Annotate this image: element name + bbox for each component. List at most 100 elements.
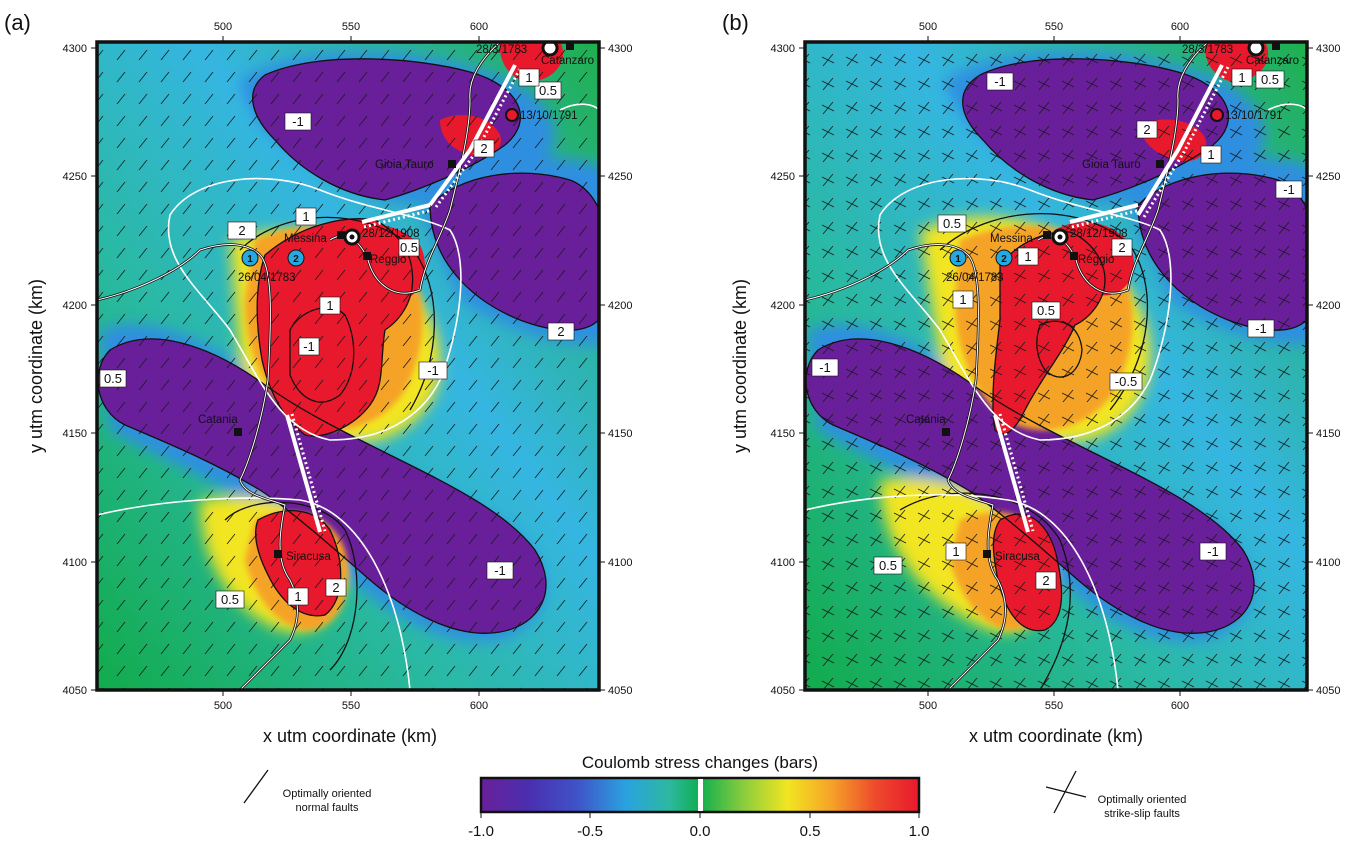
y-tick-left: 4200 [771, 300, 795, 312]
x-axis-title-a: x utm coordinate (km) [263, 726, 437, 746]
place-catania-a: Catania [198, 414, 238, 426]
contour-label: 2 [1035, 571, 1057, 590]
y-tick-left: 4250 [771, 171, 795, 183]
place-gioia-a: Gioia Tauro [375, 159, 434, 171]
svg-text:1: 1 [1207, 147, 1214, 162]
marker-2-label-b: 2 [1001, 254, 1007, 265]
contour-label: 0.5 [1031, 301, 1061, 320]
contour-label: 0.5 [873, 556, 903, 575]
y-tick-left: 4050 [771, 685, 795, 697]
svg-text:2: 2 [1118, 240, 1125, 255]
svg-text:-1: -1 [427, 363, 439, 378]
contour-label: 1 [952, 290, 974, 309]
contour-label: 1 [518, 68, 540, 87]
svg-text:2: 2 [557, 324, 564, 339]
place-siracusa-a: Siracusa [286, 551, 331, 563]
contour-label: 0.5 [99, 369, 127, 388]
svg-text:1: 1 [302, 209, 309, 224]
legend-normal-line1: Optimally oriented [283, 788, 372, 800]
y-tick-right: 4300 [608, 43, 632, 55]
contour-labels-b: -1 1 0.5 2 1 -1 0.5 1 1 2 0.5 -0.5 -1 -1… [811, 68, 1303, 590]
marker-2-b [995, 249, 1013, 267]
x-tick-bottom: 600 [1171, 700, 1189, 712]
place-reggio-b: Reggio [1078, 254, 1114, 266]
y-tick-right: 4100 [1316, 557, 1340, 569]
contour-label: 1 [319, 296, 341, 315]
y-tick-left: 4100 [63, 557, 87, 569]
contour-label: -0.5 [1109, 372, 1143, 391]
colorbar-tick: 1.0 [909, 823, 930, 840]
contour-label: 1 [287, 587, 309, 606]
x-tick-bottom: 600 [470, 700, 488, 712]
y-tick-left: 4150 [771, 428, 795, 440]
legend-normal-line2: normal faults [296, 802, 359, 814]
place-catanzaro-b: Catanzaro [1246, 55, 1299, 67]
y-axis-title-a: y utm coordinate (km) [26, 279, 46, 453]
place-messina-a: Messina [284, 233, 327, 245]
place-catania-b: Catania [906, 414, 946, 426]
marker-1-a [241, 249, 259, 267]
colorbar-tick: 0.0 [690, 823, 711, 840]
contour-label: 2 [1111, 238, 1133, 257]
svg-text:-1: -1 [1255, 321, 1267, 336]
contour-label: 1 [1200, 145, 1222, 164]
contour-label: 0.5 [215, 590, 245, 609]
x-tick-bottom: 500 [214, 700, 232, 712]
panel-letter-b: (b) [722, 10, 749, 35]
contour-label: 0.5 [534, 81, 562, 100]
contour-label: -1 [811, 358, 839, 377]
svg-text:-1: -1 [292, 114, 304, 129]
y-tick-right: 4200 [608, 300, 632, 312]
svg-text:-1: -1 [303, 339, 315, 354]
svg-text:0.5: 0.5 [879, 558, 897, 573]
x-tick-top: 500 [214, 21, 232, 33]
svg-text:2: 2 [480, 141, 487, 156]
colorbar-tick: 0.5 [800, 823, 821, 840]
legend-normal-faults: Optimally oriented normal faults [243, 769, 372, 814]
strike-slip-fault-icon [1045, 770, 1087, 814]
place-messina-b: Messina [990, 233, 1033, 245]
marker-2-a [287, 249, 305, 267]
colorbar: Coulomb stress changes (bars) -1.0 -0.5 … [468, 753, 929, 840]
contour-label: 2 [547, 322, 575, 341]
contour-label: 1 [945, 542, 967, 561]
svg-text:-1: -1 [819, 360, 831, 375]
date-1783b-b: 26/04/1783 [946, 272, 1004, 284]
colorbar-tick: -0.5 [577, 823, 603, 840]
date-1783a-b: 28/3/1783 [1182, 44, 1233, 56]
x-tick-top: 600 [1171, 21, 1189, 33]
contour-label: -1 [486, 561, 514, 580]
y-tick-left: 4200 [63, 300, 87, 312]
x-axis-title-b: x utm coordinate (km) [969, 726, 1143, 746]
date-1908-b: 28/12/1908 [1070, 228, 1128, 240]
y-tick-left: 4050 [63, 685, 87, 697]
y-tick-right: 4150 [1316, 428, 1340, 440]
date-1791-a: 13/10/1791 [520, 110, 578, 122]
svg-text:1: 1 [326, 298, 333, 313]
svg-text:0.5: 0.5 [1037, 303, 1055, 318]
y-tick-left: 4150 [63, 428, 87, 440]
colorbar-title: Coulomb stress changes (bars) [582, 753, 818, 772]
contour-label: 1 [295, 207, 317, 226]
x-tick-bottom: 500 [919, 700, 937, 712]
y-tick-right: 4300 [1316, 43, 1340, 55]
contour-label: -1 [418, 361, 448, 380]
svg-text:1: 1 [525, 70, 532, 85]
svg-text:-0.5: -0.5 [1115, 374, 1137, 389]
x-tick-top: 550 [1045, 21, 1063, 33]
contour-label: -1 [298, 337, 320, 356]
y-tick-right: 4050 [608, 685, 632, 697]
x-tick-bottom: 550 [1045, 700, 1063, 712]
contour-label: 2 [1136, 120, 1158, 139]
y-axis-title-b: y utm coordinate (km) [730, 279, 750, 453]
svg-text:0.5: 0.5 [943, 216, 961, 231]
stress-map-a: 1 2 Catanzaro Gioia Tauro Messina Reggio… [97, 42, 599, 690]
place-siracusa-b: Siracusa [995, 551, 1040, 563]
svg-text:1: 1 [1024, 249, 1031, 264]
contour-label: -1 [1247, 319, 1275, 338]
svg-text:2: 2 [1143, 122, 1150, 137]
panel-b: 1 2 Catanzaro Gioia Tauro Messina Reggio… [722, 10, 1340, 746]
colorbar-zero-mark [698, 779, 703, 811]
contour-label: 1 [1231, 68, 1253, 87]
